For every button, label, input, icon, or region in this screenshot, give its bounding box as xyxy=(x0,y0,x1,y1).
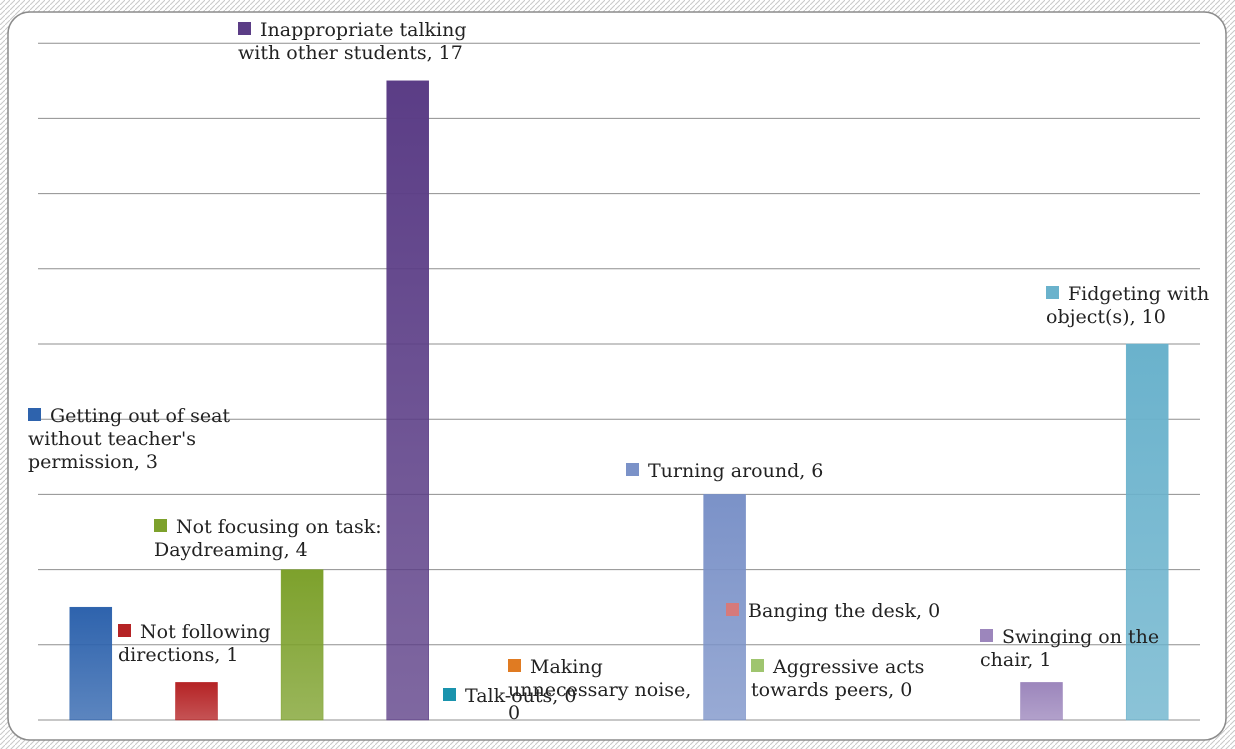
data-label: Getting out of seat without teacher's pe… xyxy=(28,405,231,473)
bar xyxy=(175,682,218,721)
legend-swatch xyxy=(118,624,131,637)
legend-swatch xyxy=(28,408,41,421)
bar xyxy=(280,569,324,721)
bars xyxy=(69,80,1169,721)
gridlines xyxy=(38,42,1200,721)
legend-swatch xyxy=(726,603,739,616)
legend-swatch xyxy=(508,659,521,672)
data-label: Not focusing on task: Daydreaming, 4 xyxy=(154,516,382,561)
data-label: Aggressive acts towards peers, 0 xyxy=(751,656,925,701)
legend-swatch xyxy=(154,519,167,532)
legend-swatch xyxy=(1046,286,1059,299)
legend-swatch xyxy=(980,629,993,642)
bar xyxy=(386,80,429,721)
data-label: Inappropriate talking with other student… xyxy=(238,19,467,64)
data-label: Turning around, 6 xyxy=(626,460,886,483)
data-label: Fidgeting with object(s), 10 xyxy=(1046,283,1210,328)
data-label: Not following directions, 1 xyxy=(118,621,271,666)
data-label: Talk-outs, 0 xyxy=(443,685,623,708)
bar xyxy=(69,606,113,721)
data-label: Swinging on the chair, 1 xyxy=(980,626,1160,671)
legend-swatch xyxy=(626,463,639,476)
data-label: Making unnecessary noise, 0 xyxy=(508,656,692,724)
legend-swatch xyxy=(751,659,764,672)
legend-swatch xyxy=(443,688,456,701)
bar xyxy=(1125,343,1169,721)
legend-swatch xyxy=(238,22,251,35)
bar xyxy=(1020,682,1063,721)
data-label: Banging the desk, 0 xyxy=(726,600,986,623)
